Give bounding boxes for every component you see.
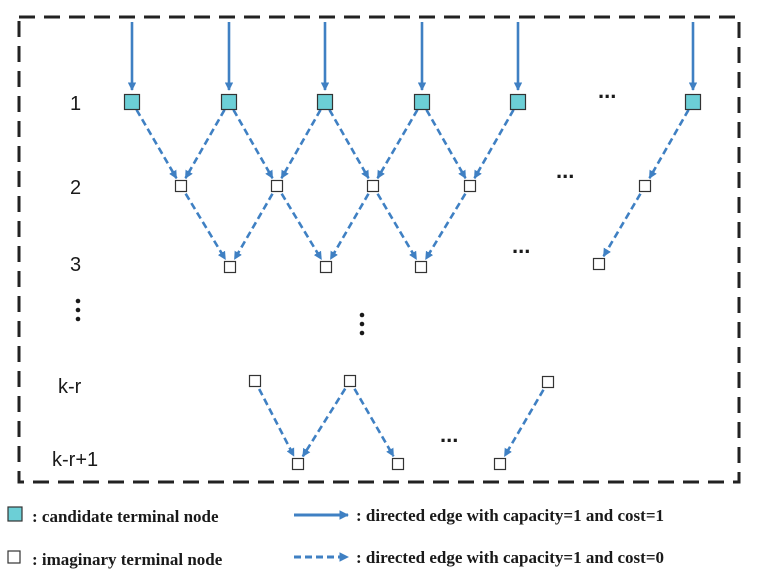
legend: : candidate terminal node : imaginary te… bbox=[7, 506, 664, 569]
legend-imaginary-node-icon bbox=[7, 550, 21, 564]
row-label-k-r-plus-1: k-r+1 bbox=[52, 449, 98, 471]
edge-r2-r3-1 bbox=[184, 193, 227, 261]
row-label-k-r: k-r bbox=[58, 376, 82, 398]
vertical-ellipsis-left bbox=[75, 298, 81, 322]
imaginary-node-rk-1 bbox=[248, 374, 262, 388]
legend-candidate-node-icon bbox=[7, 506, 23, 522]
edge-r2-r3-3 bbox=[280, 193, 323, 261]
ellipsis-row-3: ... bbox=[512, 233, 530, 258]
edge-r1-r2-1 bbox=[135, 109, 178, 179]
candidate-node-r1-2 bbox=[220, 93, 238, 111]
legend-imaginary-node-text: : imaginary terminal node bbox=[32, 550, 223, 569]
imaginary-node-r2-3 bbox=[366, 179, 380, 193]
imaginary-node-rk-2 bbox=[343, 374, 357, 388]
edge-r1-r2-6 bbox=[376, 109, 419, 179]
row-label-1: 1 bbox=[70, 93, 81, 115]
edge-r2-r3-6 bbox=[424, 193, 467, 261]
edge-r2-r3-5 bbox=[376, 193, 418, 260]
row-label-3: 3 bbox=[70, 254, 81, 276]
imaginary-node-r2-5 bbox=[638, 179, 652, 193]
candidate-node-r1-6 bbox=[684, 93, 702, 111]
legend-dashed-edge-text: : directed edge with capacity=1 and cost… bbox=[356, 548, 664, 567]
edge-r1-r2-2 bbox=[184, 109, 226, 179]
candidate-node-r1-5 bbox=[509, 93, 527, 111]
imaginary-node-rk-3 bbox=[541, 375, 555, 389]
imaginary-node-r3-3 bbox=[414, 260, 428, 274]
edge-rk-rk1-4 bbox=[503, 389, 545, 457]
nodes bbox=[123, 93, 702, 471]
edge-r1-r2-8 bbox=[473, 109, 515, 179]
ellipsis-row-1: ... bbox=[598, 78, 616, 103]
edge-rk-rk1-1 bbox=[257, 388, 296, 457]
edge-r2-r3-4 bbox=[329, 193, 370, 260]
edge-r2-r3-2 bbox=[233, 193, 274, 260]
imaginary-node-rk1-3 bbox=[493, 457, 507, 471]
edge-r1-r2-4 bbox=[280, 109, 322, 179]
edge-r1-r2-7 bbox=[425, 109, 467, 179]
edges bbox=[127, 22, 698, 458]
candidate-node-r1-3 bbox=[316, 93, 334, 111]
vertical-ellipsis-center bbox=[359, 312, 365, 336]
edge-rk-rk1-2 bbox=[301, 387, 347, 458]
ellipsis-row-k-r-plus-1: ... bbox=[440, 422, 458, 447]
candidate-node-r1-4 bbox=[413, 93, 431, 111]
imaginary-node-rk1-1 bbox=[291, 457, 305, 471]
imaginary-node-r3-2 bbox=[319, 260, 333, 274]
imaginary-node-r3-1 bbox=[223, 260, 237, 274]
legend-solid-edge-text: : directed edge with capacity=1 and cost… bbox=[356, 506, 664, 525]
edge-rk-rk1-3 bbox=[353, 388, 395, 457]
imaginary-node-r2-1 bbox=[174, 179, 188, 193]
edge-r1-r2-3 bbox=[232, 109, 274, 179]
edge-r2-r3-7 bbox=[602, 193, 642, 257]
imaginary-node-r2-4 bbox=[463, 179, 477, 193]
edge-r1-r2-5 bbox=[328, 109, 370, 179]
imaginary-node-r2-2 bbox=[270, 179, 284, 193]
candidate-node-r1-1 bbox=[123, 93, 141, 111]
edge-r1-r2-9 bbox=[648, 109, 690, 179]
ellipsis-row-2: ... bbox=[556, 158, 574, 183]
imaginary-node-rk1-2 bbox=[391, 457, 405, 471]
legend-candidate-node-text: : candidate terminal node bbox=[32, 507, 219, 526]
imaginary-node-r3-4 bbox=[592, 257, 606, 271]
diagram-frame bbox=[17, 15, 741, 484]
row-label-2: 2 bbox=[70, 177, 81, 199]
